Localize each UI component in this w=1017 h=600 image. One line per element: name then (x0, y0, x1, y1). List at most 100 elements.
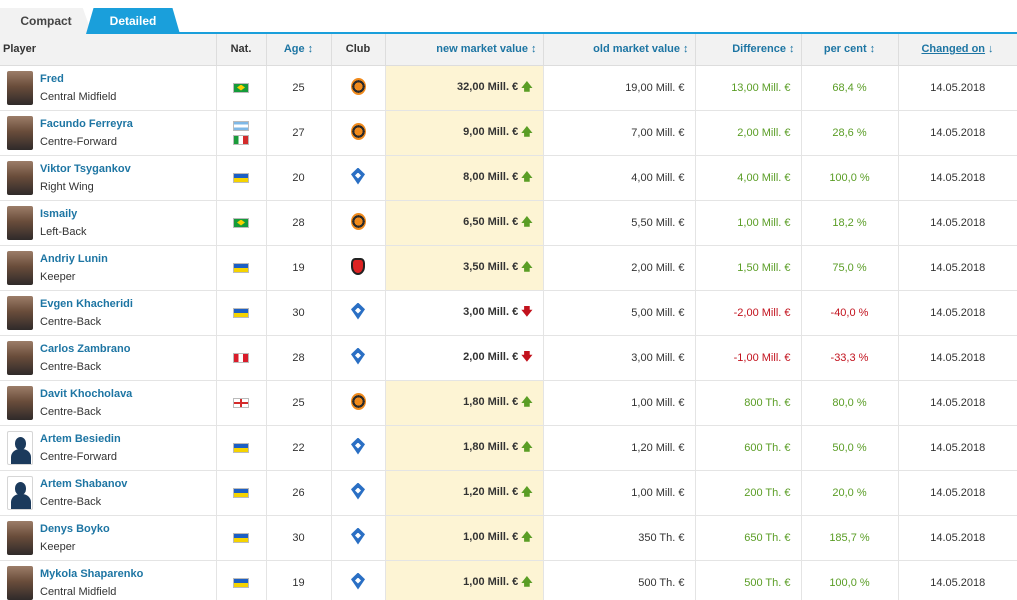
new-market-value: 1,00 Mill. € (463, 576, 519, 588)
difference-cell: 4,00 Mill. € (695, 155, 802, 201)
club-zarya-icon[interactable] (351, 257, 365, 275)
player-avatar[interactable] (7, 295, 33, 330)
player-position: Left-Back (40, 225, 87, 238)
club-dynamo-icon[interactable] (351, 482, 365, 500)
header-old-market-value[interactable]: old market value ↕ (543, 34, 696, 66)
club-dynamo-icon[interactable] (351, 527, 365, 545)
club-shakhtar-icon[interactable] (350, 77, 366, 95)
player-position: Central Midfield (40, 90, 117, 103)
club-dynamo-icon[interactable] (351, 572, 365, 590)
changed-on-cell: 14.05.2018 (898, 515, 1017, 561)
club-cell (331, 335, 386, 381)
player-name-link[interactable]: Andriy Lunin (40, 252, 108, 265)
player-avatar[interactable] (7, 115, 33, 150)
player-avatar[interactable] (7, 160, 33, 195)
table-row: Mykola Shaparenko Central Midfield 19 1,… (0, 560, 1017, 600)
club-dynamo-icon[interactable] (351, 167, 365, 185)
per-cent-cell: 75,0 % (801, 245, 899, 291)
nationality-cell (216, 65, 267, 111)
new-market-value: 3,00 Mill. € (463, 306, 519, 318)
age-cell: 20 (266, 155, 332, 201)
changed-on-cell: 14.05.2018 (898, 290, 1017, 336)
changed-on-cell: 14.05.2018 (898, 65, 1017, 111)
player-name-link[interactable]: Ismaily (40, 207, 78, 220)
player-cell: Viktor Tsygankov Right Wing (0, 155, 217, 201)
new-market-value: 6,50 Mill. € (463, 216, 519, 228)
changed-on-cell: 14.05.2018 (898, 560, 1017, 600)
arrow-up-icon: 🡅 (521, 81, 533, 93)
player-cell: Facundo Ferreyra Centre-Forward (0, 110, 217, 156)
tab-compact[interactable]: Compact (0, 8, 92, 34)
old-market-value-cell: 5,00 Mill. € (543, 290, 696, 336)
club-shakhtar-icon[interactable] (350, 392, 366, 410)
club-dynamo-icon[interactable] (351, 437, 365, 455)
header-new-market-value[interactable]: new market value ↕ (385, 34, 544, 66)
nationality-cell (216, 335, 267, 381)
player-name-link[interactable]: Viktor Tsygankov (40, 162, 131, 175)
player-name-link[interactable]: Davit Khocholava (40, 387, 133, 400)
flag-peru-icon (233, 352, 249, 363)
club-cell (331, 290, 386, 336)
changed-on-cell: 14.05.2018 (898, 470, 1017, 516)
sort-icon: ↕ (683, 43, 689, 56)
player-avatar[interactable] (7, 250, 33, 285)
new-market-value: 1,80 Mill. € (463, 396, 519, 408)
old-market-value-cell: 350 Th. € (543, 515, 696, 561)
old-market-value-cell: 500 Th. € (543, 560, 696, 600)
per-cent-cell: 20,0 % (801, 470, 899, 516)
player-name-link[interactable]: Fred (40, 72, 64, 85)
sort-icon: ↕ (531, 43, 537, 56)
player-avatar[interactable] (7, 205, 33, 240)
header-difference[interactable]: Difference ↕ (695, 34, 802, 66)
per-cent-cell: 100,0 % (801, 560, 899, 600)
player-name-link[interactable]: Mykola Shaparenko (40, 567, 144, 580)
changed-on-cell: 14.05.2018 (898, 155, 1017, 201)
club-dynamo-icon[interactable] (351, 347, 365, 365)
player-avatar[interactable] (7, 340, 33, 375)
old-market-value-cell: 2,00 Mill. € (543, 245, 696, 291)
player-cell: Ismaily Left-Back (0, 200, 217, 246)
player-name-link[interactable]: Artem Shabanov (40, 477, 128, 490)
table-row: Denys Boyko Keeper 30 1,00 Mill. € 🡅 350 … (0, 515, 1017, 561)
player-name-link[interactable]: Artem Besiedin (40, 432, 121, 445)
player-position: Centre-Forward (40, 135, 118, 148)
nationality-cell (216, 200, 267, 246)
player-position: Central Midfield (40, 585, 117, 598)
club-shakhtar-icon[interactable] (350, 212, 366, 230)
table-row: Andriy Lunin Keeper 19 3,50 Mill. € 🡅 2,0… (0, 245, 1017, 291)
player-name-link[interactable]: Denys Boyko (40, 522, 110, 535)
header-club: Club (331, 34, 386, 66)
new-market-value-cell: 6,50 Mill. € 🡅 (385, 200, 544, 246)
per-cent-cell: 80,0 % (801, 380, 899, 426)
player-cell: Davit Khocholava Centre-Back (0, 380, 217, 426)
flag-brazil-icon (233, 217, 249, 228)
difference-cell: 500 Th. € (695, 560, 802, 600)
player-position: Keeper (40, 270, 76, 283)
new-market-value-cell: 3,00 Mill. € 🡇 (385, 290, 544, 336)
club-dynamo-icon[interactable] (351, 302, 365, 320)
sort-icon: ↕ (307, 43, 314, 56)
player-avatar[interactable] (7, 385, 33, 420)
player-name-link[interactable]: Carlos Zambrano (40, 342, 131, 355)
old-market-value-cell: 1,00 Mill. € (543, 470, 696, 516)
player-avatar[interactable] (7, 475, 33, 510)
player-avatar[interactable] (7, 70, 33, 105)
player-avatar[interactable] (7, 565, 33, 600)
tab-detailed[interactable]: Detailed (86, 8, 180, 34)
club-shakhtar-icon[interactable] (350, 122, 366, 140)
arrow-up-icon: 🡅 (521, 216, 533, 228)
player-position: Keeper (40, 540, 76, 553)
header-per-cent[interactable]: per cent ↕ (801, 34, 899, 66)
header-changed-on[interactable]: Changed on ↓ (898, 34, 1017, 66)
header-age[interactable]: Age ↕ (266, 34, 332, 66)
sort-desc-icon: ↓ (988, 43, 994, 56)
club-cell (331, 155, 386, 201)
player-name-link[interactable]: Facundo Ferreyra (40, 117, 133, 130)
player-name-link[interactable]: Evgen Khacheridi (40, 297, 133, 310)
player-avatar[interactable] (7, 430, 33, 465)
table-header-row: Player Nat. Age ↕ Club new market value ↕ … (0, 34, 1017, 66)
header-nat: Nat. (216, 34, 267, 66)
table-row: Ismaily Left-Back 28 6,50 Mill. € 🡅 5,50 … (0, 200, 1017, 246)
player-avatar[interactable] (7, 520, 33, 555)
difference-cell: 2,00 Mill. € (695, 110, 802, 156)
